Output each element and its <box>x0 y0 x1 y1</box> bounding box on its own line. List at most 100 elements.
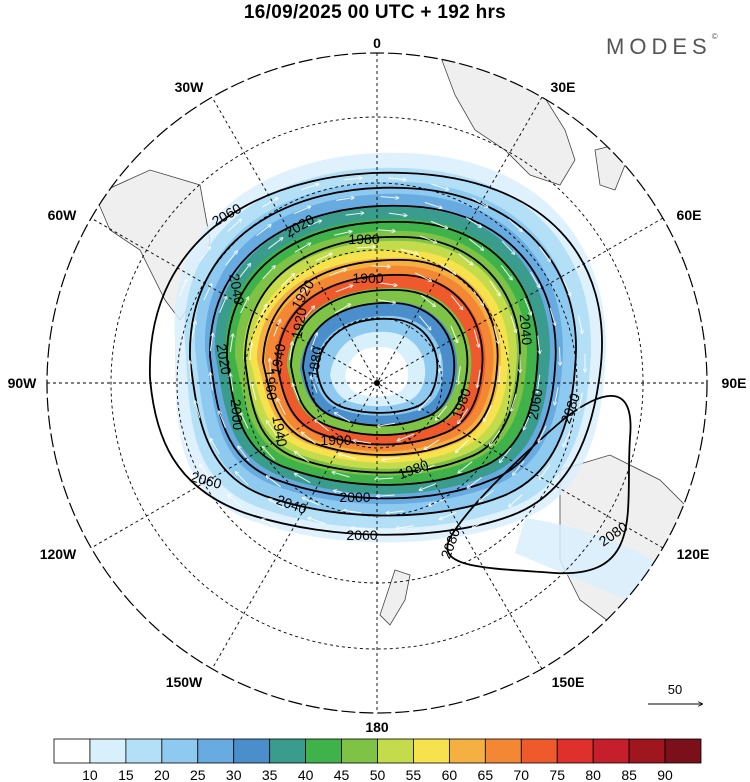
colorbar-tick-label: 85 <box>621 767 637 782</box>
colorbar-swatch <box>413 738 450 764</box>
contour-label: 2060 <box>189 468 223 492</box>
wind-vector-arrow <box>268 238 282 250</box>
wind-vector-arrow <box>229 334 233 352</box>
wind-vector-arrow <box>511 393 517 411</box>
lon-label-30w: 30W <box>175 79 205 95</box>
colorbar-tick-label: 75 <box>549 767 565 782</box>
wind-vector-arrow <box>579 392 583 411</box>
wind-vector-arrow <box>424 439 440 450</box>
wind-vector-arrow <box>304 221 322 228</box>
wind-vector-arrow <box>500 447 512 462</box>
contour-1940 <box>276 274 484 446</box>
wind-vector-arrow <box>293 384 300 401</box>
contour-label: 1880 <box>304 345 325 379</box>
contour-label: 1920 <box>288 306 309 340</box>
wind-vector-arrow <box>490 430 501 446</box>
wind-vector-arrow <box>228 495 242 508</box>
wind-vector-arrow <box>500 265 512 279</box>
contour-label: 2060 <box>346 527 377 543</box>
contour-2060 <box>149 171 603 536</box>
wind-vector-arrow <box>267 476 282 488</box>
wind-vector-arrow <box>458 366 461 384</box>
wind-vector-arrow <box>431 535 449 542</box>
wind-vector-arrow <box>250 342 252 361</box>
wind-vector-arrow <box>420 294 435 306</box>
wind-vectors <box>165 178 585 548</box>
wind-vector-arrow <box>310 333 317 350</box>
wind-vector-arrow <box>414 272 431 281</box>
reference-vector: 50 <box>648 682 702 704</box>
colorbar-swatch <box>377 738 414 764</box>
wind-vector-arrow <box>509 494 523 507</box>
wind-vector-arrow <box>468 238 483 250</box>
wind-vector-arrow <box>439 511 457 519</box>
copyright-mark: © <box>711 32 718 41</box>
colorbar-tick-label: 25 <box>190 767 206 782</box>
wind-vector-arrow <box>179 279 186 297</box>
contour-label: 2000 <box>339 489 370 505</box>
wind-vector-arrow <box>375 478 394 479</box>
colorbar-tick-label: 20 <box>154 767 170 782</box>
wind-vector-arrow <box>311 376 318 393</box>
wind-vector-arrow <box>329 269 346 277</box>
contour-label: 1900 <box>320 432 351 448</box>
wind-vector-arrow <box>273 319 281 337</box>
wind-vector-arrow <box>472 290 483 305</box>
wind-vector-arrow <box>200 465 211 480</box>
colorbar-tick-label: 50 <box>370 767 386 782</box>
wind-vector-arrow <box>537 335 540 354</box>
vector-ring-outer <box>165 178 585 548</box>
colorbar-swatch <box>305 738 342 764</box>
lon-label-30e: 30E <box>551 79 576 95</box>
wind-vector-arrow <box>277 399 286 415</box>
lon-label-120w: 120W <box>40 546 77 562</box>
wind-vector-arrow <box>219 411 226 428</box>
colorbar-tick-label: 90 <box>657 767 673 782</box>
wind-vector-arrow <box>289 342 293 360</box>
contour-2040 <box>189 186 577 517</box>
brand-text: MODES <box>606 34 712 59</box>
wind-vector-arrow <box>210 439 220 455</box>
lon-label-90w: 90W <box>8 375 38 391</box>
wind-vector-arrow <box>334 304 351 314</box>
lon-label-60w: 60W <box>48 207 78 223</box>
colorbar-tick-label: 55 <box>406 767 422 782</box>
colorbar-swatch <box>664 738 702 764</box>
wind-vector-arrow <box>372 266 390 267</box>
wind-vector-arrow <box>538 425 547 442</box>
wind-vector-arrow <box>524 298 532 315</box>
wind-vector-arrow <box>262 447 276 461</box>
wind-vector-arrow <box>281 274 294 287</box>
wind-vector-arrow <box>230 374 234 392</box>
contour-label: 2040 <box>226 272 247 306</box>
lon-label-180: 180 <box>365 719 389 735</box>
contour-label: 1980 <box>348 231 379 247</box>
wind-vector-arrow <box>335 285 353 293</box>
wind-vector-arrow <box>484 405 492 421</box>
contour-label: 1940 <box>267 342 288 376</box>
wind-vector-arrow <box>489 280 500 296</box>
wind-vector-arrow <box>467 476 482 488</box>
colorbar-tick-label: 10 <box>82 767 98 782</box>
contour-1920 <box>290 289 469 436</box>
wind-vector-arrow <box>387 177 406 180</box>
colorbar-swatch <box>161 738 199 764</box>
reference-vector-label: 50 <box>668 682 682 697</box>
wind-vector-arrow <box>209 333 212 352</box>
wind-vector-arrow <box>295 452 310 463</box>
wind-vector-arrow <box>261 198 278 208</box>
wind-vector-arrow <box>315 254 332 262</box>
wind-vector-arrow <box>240 297 249 314</box>
wind-vector-arrow <box>344 546 363 549</box>
wind-vector-arrow <box>351 528 370 529</box>
colorbar-tick-label: 45 <box>334 767 350 782</box>
wind-vector-arrow <box>549 307 555 325</box>
wind-vector-arrow <box>530 271 540 288</box>
wind-vector-arrow <box>167 316 172 334</box>
wind-vector-arrow <box>339 454 357 460</box>
wind-vector-arrow <box>400 248 417 254</box>
wind-vector-arrow <box>334 231 352 236</box>
wind-vector-arrow <box>450 295 462 309</box>
contour-label: 1940 <box>269 414 290 448</box>
colorbar-swatch <box>125 738 163 764</box>
